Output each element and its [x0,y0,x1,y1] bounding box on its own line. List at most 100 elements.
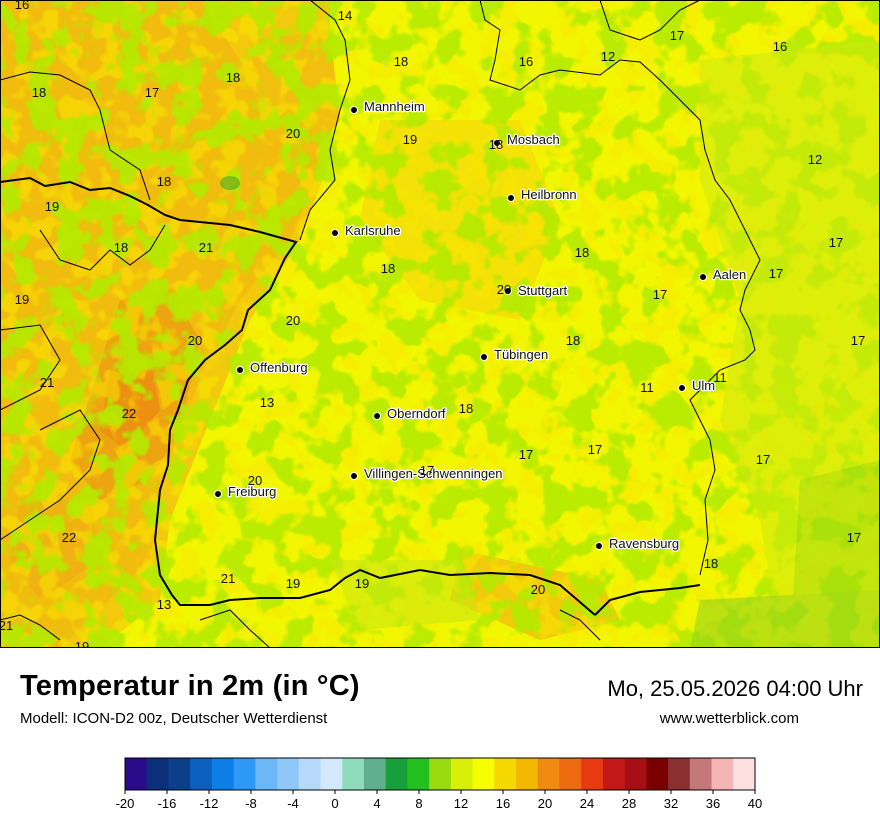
temp-value: 18 [704,556,718,571]
temp-value: 19 [355,576,369,591]
temp-value: 19 [403,132,417,147]
legend-tick-label: -20 [116,796,135,811]
temp-value: 19 [15,292,29,307]
legend-tick-label: 16 [496,796,510,811]
svg-text:Aalen: Aalen [713,267,746,282]
temp-value: 19 [45,199,59,214]
temp-value: 13 [157,597,171,612]
temp-value: 19 [286,576,300,591]
legend-border [124,757,756,791]
legend-swatch [429,758,452,790]
temp-value: 20 [188,333,202,348]
svg-text:Offenburg: Offenburg [250,360,308,375]
svg-text:Oberndorf: Oberndorf [387,406,446,421]
legend-swatch [624,758,647,790]
legend-swatch [342,758,365,790]
model-source: Modell: ICON-D2 00z, Deutscher Wetterdie… [20,710,328,727]
temp-value: 12 [601,49,615,64]
svg-text:Karlsruhe: Karlsruhe [345,223,401,238]
temp-value: 12 [808,152,822,167]
city-ulm: Ulm [678,377,716,394]
country-borders [0,176,701,616]
temp-value: 18 [381,261,395,276]
svg-text:Ulm: Ulm [692,378,715,393]
map-footer: Temperatur in 2m (in °C) Modell: ICON-D2… [0,648,880,830]
temp-value: 18 [157,174,171,189]
legend-tick-label: 8 [415,796,422,811]
legend-swatch [733,758,756,790]
legend-tick-label: -16 [158,796,177,811]
temp-value: 14 [338,8,352,23]
temp-value: 20 [531,582,545,597]
temp-value: 18 [394,54,408,69]
temp-value: 18 [32,85,46,100]
legend-swatch [668,758,691,790]
legend-swatch [146,758,169,790]
temp-value: 20 [248,473,262,488]
city-markers: Mannheim Mosbach Heilbronn Karlsruhe Stu… [214,98,748,552]
temp-value: 16 [519,54,533,69]
legend-tick-label: 32 [664,796,678,811]
svg-text:Stuttgart: Stuttgart [518,283,568,298]
svg-text:Villingen-Schwenningen: Villingen-Schwenningen [364,466,503,481]
legend-tick-label: -12 [200,796,219,811]
temp-value: 16 [773,39,787,54]
city-offenburg: Offenburg [236,359,309,376]
city-karlsruhe: Karlsruhe [331,222,402,239]
city-ravensburg: Ravensburg [595,535,680,552]
legend-swatches [124,757,756,791]
temp-value: 19 [75,639,89,648]
legend-swatch [646,758,669,790]
svg-text:Heilbronn: Heilbronn [521,187,577,202]
legend-swatch [298,758,321,790]
svg-text:Ravensburg: Ravensburg [609,536,679,551]
legend-ticks: -20 -16 -12 -8 -4 0 4 8 12 16 20 24 28 32 36 40 [116,790,762,811]
city-tuebingen: Tübingen [480,346,549,363]
website-link[interactable]: www.wetterblick.com [659,710,799,727]
svg-text:Tübingen: Tübingen [494,347,548,362]
legend-swatch [385,758,408,790]
temp-value: 11 [640,380,654,395]
legend-swatch [450,758,473,790]
legend-swatch [581,758,604,790]
legend-swatch [494,758,517,790]
svg-text:Mosbach: Mosbach [507,132,560,147]
temperature-map: Mannheim Mosbach Heilbronn Karlsruhe Stu… [0,0,880,648]
legend-swatch [472,758,495,790]
legend-tick-label: 0 [331,796,338,811]
temp-value: 17 [847,530,861,545]
legend-swatch [211,758,235,790]
color-legend: -20 -16 -12 -8 -4 0 4 8 12 16 20 24 28 32 36 40 [116,757,762,811]
temp-value: 17 [829,235,843,250]
city-stuttgart: Stuttgart [504,282,569,299]
temp-value: 22 [122,406,136,421]
temp-value: 17 [670,28,684,43]
temp-value: 16 [15,0,29,12]
temp-value: 17 [769,266,783,281]
legend-swatch [602,758,626,790]
temp-value: 17 [851,333,865,348]
legend-tick-label: -8 [245,796,257,811]
city-freiburg: Freiburg [214,483,278,500]
legend-tick-label: 24 [580,796,594,811]
temp-value: 17 [420,463,434,478]
legend-tick-label: 20 [538,796,552,811]
legend-swatch [233,758,256,790]
temp-value: 22 [62,530,76,545]
state-borders [0,0,761,648]
temp-value: 20 [286,126,300,141]
forecast-datetime: Mo, 25.05.2026 04:00 Uhr [607,676,863,701]
legend-tick-label: 36 [706,796,720,811]
legend-swatch [363,758,387,790]
svg-text:Freiburg: Freiburg [228,484,276,499]
temp-value: 18 [226,70,240,85]
legend-swatch [320,758,343,790]
map-title: Temperatur in 2m (in °C) [20,670,360,702]
city-villingen-schwenningen: Villingen-Schwenningen [350,465,504,482]
temperature-labels: 16 14 17 16 12 18 16 18 17 20 19 18 12 1… [0,0,865,648]
legend-swatch [559,758,582,790]
legend-swatch [277,758,300,790]
legend-swatch [711,758,734,790]
legend-tick-label: 12 [454,796,468,811]
legend-swatch [689,758,712,790]
